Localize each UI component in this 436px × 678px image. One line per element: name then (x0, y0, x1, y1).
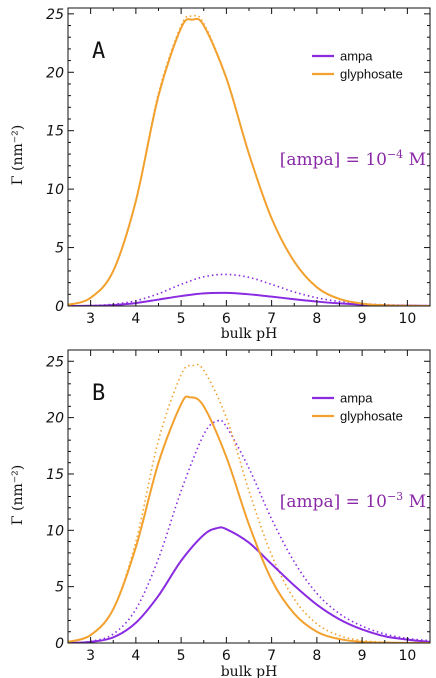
x-tick-label: 6 (222, 311, 231, 327)
x-tick-label: 8 (312, 648, 321, 664)
annotation-exponent: −4 (387, 148, 403, 161)
y-axis-label: Γ (nm⁻²) (10, 465, 26, 525)
series-line-ampa (68, 526, 430, 643)
panel-b: 3 4 5 6 7 8 9 10 0 5 10 15 20 25 bulk pH Γ (nm⁻²) B ampa g… (10, 349, 431, 678)
x-tick-label: 10 (398, 648, 416, 664)
y-tick-label: 20 (46, 65, 64, 81)
x-tick-label: 8 (312, 311, 321, 327)
annotation-base: [ampa] = 10 (280, 492, 387, 512)
y-tick-label: 25 (46, 7, 64, 23)
annotation-exponent: −3 (387, 490, 403, 503)
y-tick-label: 15 (46, 467, 64, 483)
x-tick-label: 7 (267, 311, 276, 327)
legend-label-glyphosate: glyphosate (340, 409, 403, 424)
y-axis-label: Γ (nm⁻²) (10, 125, 26, 185)
series-line-ampa-dotted (68, 273, 430, 306)
panel-label: B (92, 381, 105, 406)
x-tick-label: 4 (131, 648, 140, 664)
series-line-glyphosate (68, 395, 430, 643)
panel-label: A (92, 39, 105, 64)
y-tick-label: 15 (46, 124, 64, 140)
y-tick-label: 20 (46, 411, 64, 427)
x-tick-label: 3 (86, 648, 95, 664)
x-tick-label: 7 (267, 648, 276, 664)
x-tick-label: 3 (86, 311, 95, 327)
y-tick-label: 5 (55, 241, 64, 257)
y-tick-label: 10 (46, 523, 64, 539)
legend-label-glyphosate: glyphosate (340, 67, 403, 82)
x-tick-label: 10 (398, 311, 416, 327)
x-tick-label: 5 (177, 311, 186, 327)
x-axis-label: bulk pH (221, 326, 278, 342)
panel-a: 3 4 5 6 7 8 9 10 0 5 10 15 20 25 bulk pH Γ (nm⁻²) A ampa g… (10, 7, 431, 342)
x-tick-label: 5 (177, 648, 186, 664)
y-tick-label: 0 (55, 636, 64, 652)
x-axis-label: bulk pH (221, 664, 278, 678)
concentration-annotation: [ampa] = 10−4 M (280, 148, 426, 170)
y-tick-label: 5 (55, 580, 64, 596)
concentration-annotation: [ampa] = 10−3 M (280, 490, 426, 512)
legend-label-ampa: ampa (340, 49, 373, 64)
series-line-ampa-dotted (68, 419, 430, 643)
annotation-unit: M (403, 492, 426, 512)
x-tick-label: 9 (358, 311, 367, 327)
y-tick-label: 25 (46, 354, 64, 370)
legend-label-ampa: ampa (340, 391, 373, 406)
x-tick-label: 4 (131, 311, 140, 327)
y-tick-label: 10 (46, 182, 64, 198)
annotation-unit: M (403, 150, 426, 170)
x-tick-label: 9 (358, 648, 367, 664)
annotation-base: [ampa] = 10 (280, 150, 387, 170)
y-tick-label: 0 (55, 299, 64, 315)
x-tick-label: 6 (222, 648, 231, 664)
